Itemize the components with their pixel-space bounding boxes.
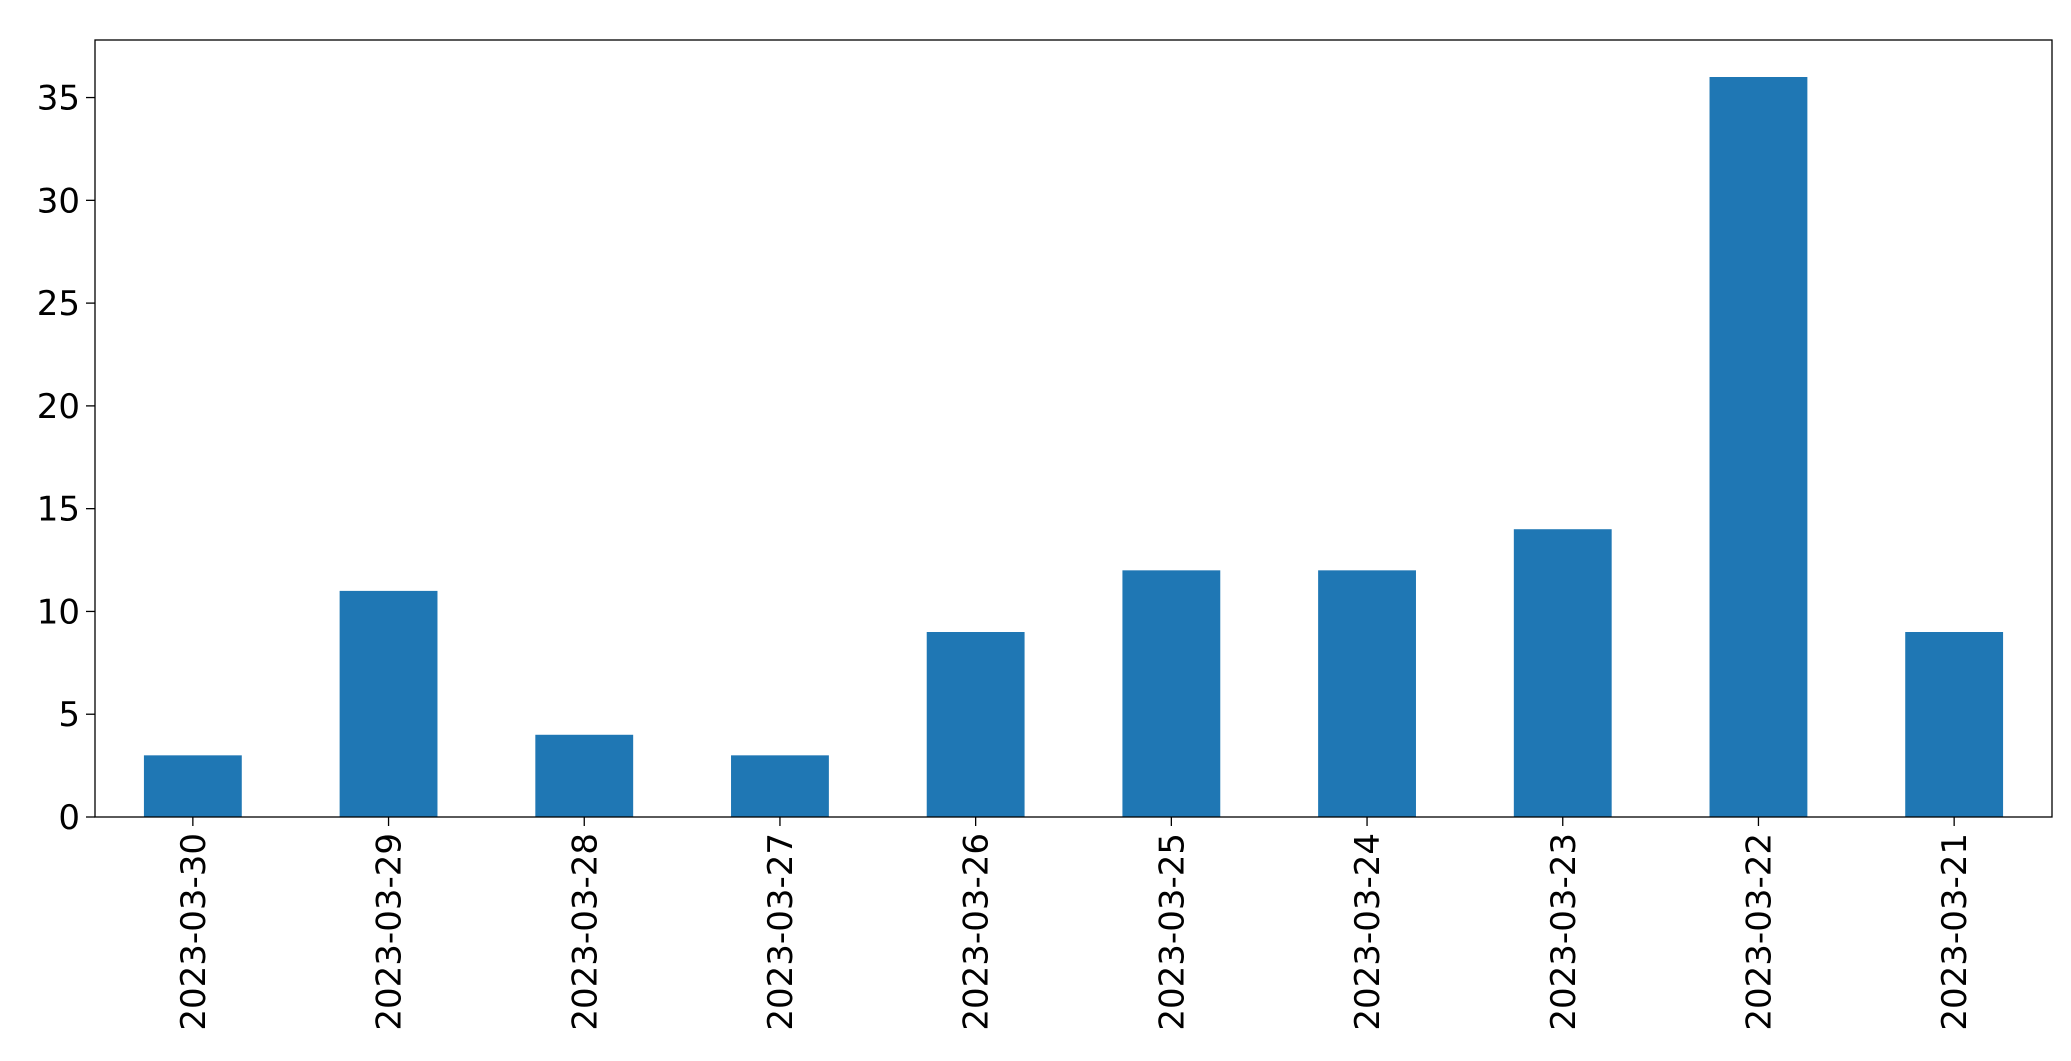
x-tick-label: 2023-03-26 — [957, 833, 997, 1031]
x-tick-label: 2023-03-21 — [1935, 833, 1975, 1031]
x-tick-label: 2023-03-27 — [761, 833, 801, 1031]
y-tick-label: 0 — [58, 798, 80, 838]
x-tick-label: 2023-03-30 — [174, 833, 214, 1031]
bar — [1122, 570, 1221, 817]
y-tick-label: 10 — [37, 592, 80, 632]
bar — [1905, 632, 2004, 817]
bar — [1513, 529, 1612, 817]
y-tick-label: 30 — [37, 181, 80, 221]
x-tick-label: 2023-03-25 — [1152, 833, 1192, 1031]
x-tick-label: 2023-03-22 — [1739, 833, 1779, 1031]
x-tick-label: 2023-03-28 — [565, 833, 605, 1031]
bar — [1318, 570, 1416, 817]
y-tick-label: 25 — [37, 284, 80, 324]
x-tick-label: 2023-03-29 — [370, 833, 410, 1031]
bar — [143, 755, 242, 817]
bar — [926, 632, 1025, 817]
y-tick-label: 20 — [37, 387, 80, 427]
plot-frame — [94, 39, 2053, 818]
x-tick-label: 2023-03-24 — [1348, 833, 1388, 1031]
bar — [1709, 77, 1808, 817]
bar — [731, 755, 829, 817]
bar — [535, 734, 634, 817]
y-tick-label: 15 — [37, 490, 80, 530]
x-tick-label: 2023-03-23 — [1544, 833, 1584, 1031]
y-tick-label: 35 — [37, 79, 80, 119]
y-tick-label: 5 — [58, 695, 80, 735]
bar — [339, 590, 438, 817]
